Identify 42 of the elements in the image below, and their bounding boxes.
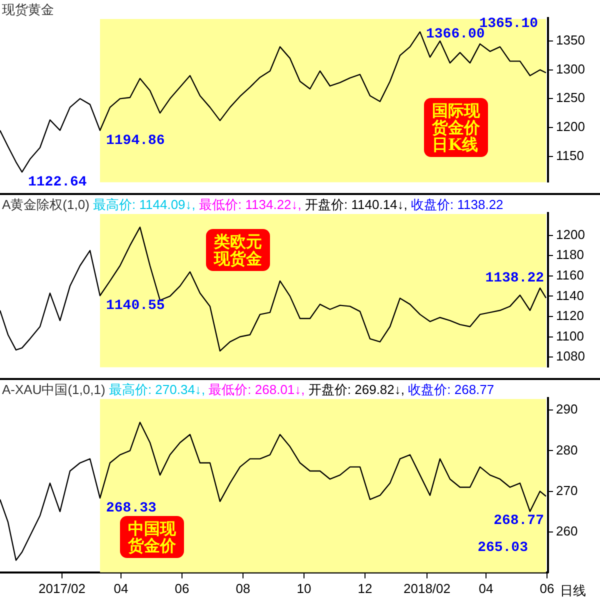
y-tick-label: 270 <box>556 482 578 498</box>
annotation: 268.77 <box>494 512 544 529</box>
y-tick-label: 290 <box>556 402 578 417</box>
annotation: 1138.22 <box>485 270 544 287</box>
y-tick-label: 1250 <box>556 90 585 106</box>
y-tick-label: 1120 <box>556 308 584 324</box>
x-tick-label: 2018/02 <box>404 580 450 596</box>
y-tick-label: 1080 <box>556 348 585 364</box>
x-tick-label: 2017/02 <box>38 580 86 596</box>
y-tick-label: 260 <box>556 523 578 538</box>
y-tick-label: 1200 <box>556 119 585 134</box>
x-tick-label: 04 <box>114 580 128 596</box>
y-tick-label: 1300 <box>556 61 585 76</box>
chart-title: A-XAU中国(1,0,1) <box>2 382 106 397</box>
annotation: 国际现货金价日K线 <box>424 98 488 157</box>
x-tick-label: 08 <box>236 580 250 596</box>
annotation: 1194.86 <box>106 132 165 149</box>
chart-subtitle: 最高价: 270.34↓, 最低价: 268.01↓, 开盘价: 269.82↓, 收盘价: 268.77 <box>108 382 494 397</box>
annotation: 中国现货金价 <box>120 516 184 558</box>
x-tick-label: 04 <box>478 580 494 596</box>
annotation: 1366.00 <box>426 26 485 42</box>
annotation: 265.03 <box>478 540 528 556</box>
y-tick-label: 1100 <box>556 328 584 344</box>
x-tick-label: 12 <box>358 580 372 596</box>
y-tick-label: 1150 <box>556 148 584 163</box>
annotation: 268.33 <box>106 500 156 517</box>
x-tick-label: 06 <box>540 580 554 596</box>
annotation: 1122.64 <box>28 174 87 191</box>
chart-title: A黄金除权(1,0) <box>2 197 90 212</box>
y-tick-label: 1350 <box>556 32 585 48</box>
chart-subtitle: 最高价: 1144.09↓, 最低价: 1134.22↓, 开盘价: 1140.14↓, 收盘价: 1138.22 <box>93 197 504 212</box>
y-tick-label: 1200 <box>556 226 585 242</box>
annotation: 类欧元现货金 <box>206 229 270 271</box>
y-tick-label: 1180 <box>556 247 584 262</box>
chart-title: 现货黄金 <box>2 2 54 17</box>
y-tick-label: 1140 <box>556 288 584 303</box>
x-tick-label: 06 <box>174 580 190 596</box>
text: 日线 <box>560 582 586 600</box>
y-tick-label: 1160 <box>556 267 584 282</box>
x-tick-label: 10 <box>296 580 312 596</box>
y-tick-label: 280 <box>556 442 578 458</box>
annotation: 1140.55 <box>106 298 165 314</box>
